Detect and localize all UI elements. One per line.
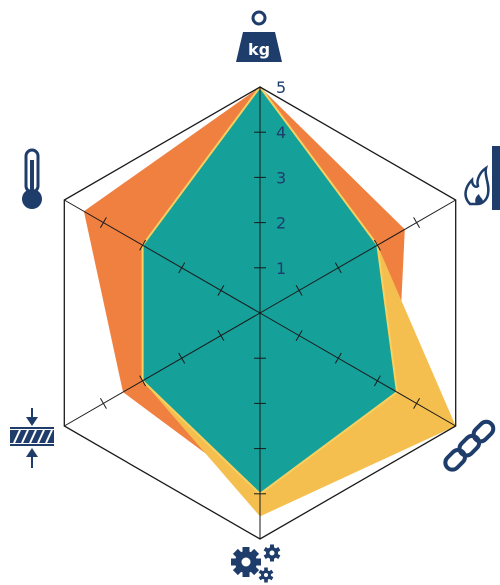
tick-mark <box>99 217 107 229</box>
scale-tick-label: 4 <box>276 123 286 142</box>
chain-link-icon <box>443 419 496 472</box>
scale-tick-label: 1 <box>276 259 286 278</box>
axis-line-4 <box>64 312 261 427</box>
grid-layer <box>63 86 457 540</box>
tick-mark <box>217 330 225 342</box>
tick-mark <box>178 262 186 274</box>
tick-mark <box>413 397 421 409</box>
tick-mark <box>373 375 381 387</box>
tick-mark <box>139 375 147 387</box>
tick-mark <box>178 352 186 364</box>
tick-mark <box>413 217 421 229</box>
scale-tick-label: 2 <box>276 214 286 233</box>
axis-line-1 <box>259 199 456 314</box>
tick-mark <box>334 262 342 274</box>
thermometer-icon <box>22 148 42 209</box>
weight-kg-icon: kg <box>236 10 282 62</box>
axis-line-5 <box>64 199 261 314</box>
tick-mark <box>334 352 342 364</box>
axis-line-2 <box>259 312 456 427</box>
tick-mark <box>99 397 107 409</box>
scale-tick-label: 3 <box>276 168 286 187</box>
tick-layer <box>99 131 421 495</box>
tick-mark <box>373 239 381 251</box>
scale-tick-label: 5 <box>276 78 286 97</box>
series-layer <box>83 86 456 517</box>
tick-mark <box>295 284 303 296</box>
tick-mark <box>139 239 147 251</box>
tick-mark <box>295 330 303 342</box>
compression-icon <box>10 408 54 468</box>
tick-mark <box>217 284 225 296</box>
tick-label-layer: 1 2 3 4 5 <box>276 78 286 278</box>
fire-resistance-icon <box>464 146 500 210</box>
weight-icon-text: kg <box>248 40 270 59</box>
gears-icon <box>231 544 281 583</box>
